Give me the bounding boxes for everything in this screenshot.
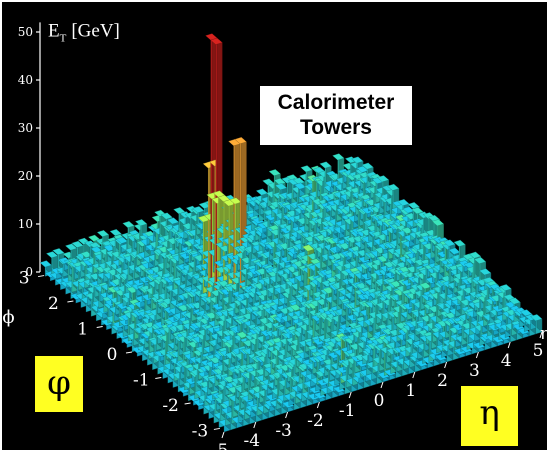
- eta-tick: [348, 391, 352, 399]
- phi-tick: [184, 402, 191, 405]
- eta-tick: [444, 361, 448, 369]
- phi-tick: [38, 275, 45, 278]
- chart-title: Calorimeter Towers: [260, 86, 412, 145]
- eta-tick-label: 2: [437, 371, 448, 391]
- eta-tick-label: 0: [374, 391, 385, 411]
- eta-tick-label: -5: [212, 441, 229, 452]
- eta-tick-label: 1: [405, 381, 416, 401]
- eta-tick: [285, 411, 289, 419]
- eta-tick-label: 4: [501, 351, 512, 371]
- z-tick-label: 0: [25, 265, 33, 279]
- eta-axis-name: η: [540, 324, 549, 344]
- eta-tick-label: -3: [275, 421, 292, 441]
- z-tick-label: 10: [18, 217, 33, 231]
- eta-tick-label: 3: [469, 361, 480, 381]
- z-tick-label: 50: [18, 25, 33, 39]
- phi-tick: [96, 326, 103, 329]
- phi-badge: φ: [35, 356, 83, 412]
- z-tick-label: 30: [18, 121, 33, 135]
- z-axis: 0 10 20 30 40 50 ET [GeV]: [18, 20, 120, 279]
- phi-tick-label: 1: [77, 320, 88, 340]
- z-axis-label: ET [GeV]: [48, 20, 120, 44]
- eta-tick: [380, 381, 384, 389]
- phi-tick-label: 2: [48, 294, 59, 314]
- eta-tick: [475, 351, 479, 359]
- phi-tick: [213, 427, 220, 430]
- phi-tick-label: 3: [19, 269, 30, 289]
- phi-tick-label: -2: [162, 396, 179, 416]
- phi-tick: [67, 300, 74, 303]
- eta-tick-label: -2: [307, 411, 324, 431]
- tower-grid: [39, 33, 543, 433]
- phi-tick-label: 0: [107, 345, 118, 365]
- eta-tick: [412, 371, 416, 379]
- phi-axis-name: ϕ: [2, 307, 14, 328]
- phi-tick-label: -1: [133, 370, 150, 390]
- eta-tick-label: -4: [244, 431, 261, 451]
- eta-tick: [316, 401, 320, 409]
- phi-tick: [155, 376, 162, 379]
- phi-tick-label: -3: [192, 421, 209, 441]
- phi-tick: [125, 351, 133, 354]
- z-tick-label: 20: [18, 169, 33, 183]
- z-tick-label: 40: [18, 73, 33, 87]
- eta-badge: η: [461, 386, 518, 446]
- eta-tick-label: -1: [339, 401, 356, 421]
- title-line-2: Towers: [300, 116, 372, 139]
- eta-tick: [507, 341, 511, 349]
- eta-tick: [253, 421, 257, 429]
- eta-tick: [221, 431, 225, 439]
- title-line-1: Calorimeter: [277, 91, 395, 114]
